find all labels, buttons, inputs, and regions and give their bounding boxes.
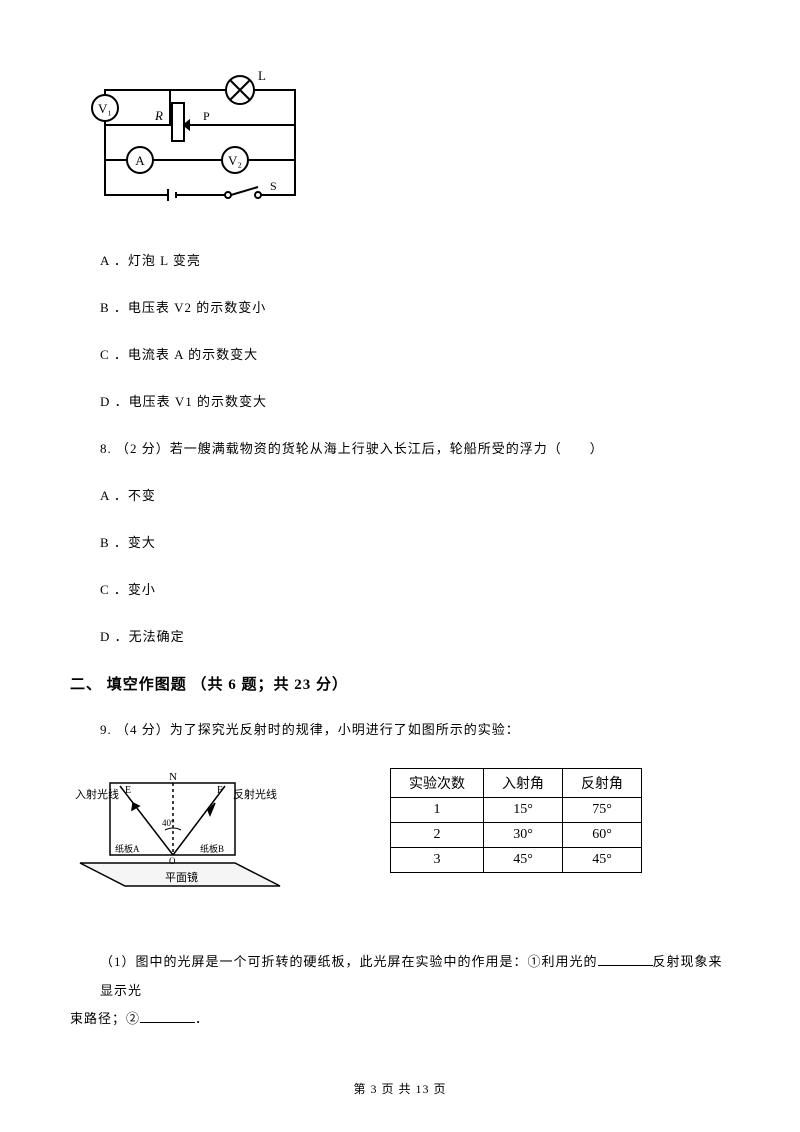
svg-text:A: A <box>135 153 145 168</box>
svg-text:P: P <box>203 109 210 123</box>
sub1-text-prefix: （1）图中的光屏是一个可折转的硬纸板，此光屏在实验中的作用是：①利用光的 <box>100 954 598 969</box>
svg-text:N: N <box>169 771 177 783</box>
blank-1 <box>598 952 653 966</box>
circuit-diagram: V₁ L R P A V₂ S <box>80 70 730 220</box>
svg-text:V₁: V₁ <box>98 101 112 116</box>
q9-text: 9. （4 分）为了探究光反射时的规律，小明进行了如图所示的实验： <box>100 719 730 738</box>
svg-text:纸板B: 纸板B <box>200 843 224 854</box>
svg-text:纸板A: 纸板A <box>115 843 140 854</box>
q7-options: A ．灯泡 L 变亮 B ．电压表 V2 的示数变小 C ．电流表 A 的示数变… <box>70 250 730 410</box>
q9-figures: 入射光线 反射光线 N E F 40° 纸板A 纸板B O 平面镜 实验次数 入… <box>70 768 730 908</box>
svg-text:平面镜: 平面镜 <box>165 870 198 884</box>
svg-text:S: S <box>270 179 277 193</box>
svg-text:入射光线: 入射光线 <box>75 787 119 801</box>
svg-text:F: F <box>217 785 223 796</box>
option-a: A ．不变 <box>100 485 730 504</box>
svg-text:E: E <box>125 785 131 796</box>
q9-sub1: （1）图中的光屏是一个可折转的硬纸板，此光屏在实验中的作用是：①利用光的反射现象… <box>100 948 730 1034</box>
table-row: 2 30° 60° <box>391 823 642 848</box>
q8-options: A ．不变 B ．变大 C ．变小 D ．无法确定 <box>70 485 730 645</box>
blank-2 <box>140 1009 195 1023</box>
table-row: 1 15° 75° <box>391 798 642 823</box>
svg-text:反射光线: 反射光线 <box>233 787 277 801</box>
option-b: B ．电压表 V2 的示数变小 <box>100 297 730 316</box>
svg-text:V₂: V₂ <box>228 153 242 168</box>
light-reflection-diagram: 入射光线 反射光线 N E F 40° 纸板A 纸板B O 平面镜 <box>70 768 290 908</box>
option-d: D ．无法确定 <box>100 626 730 645</box>
table-header: 实验次数 <box>391 769 484 798</box>
option-b: B ．变大 <box>100 532 730 551</box>
table-row: 3 45° 45° <box>391 848 642 873</box>
option-d: D ．电压表 V1 的示数变大 <box>100 391 730 410</box>
q8-text: 8. （2 分）若一艘满载物资的货轮从海上行驶入长江后，轮船所受的浮力（ ） <box>100 438 730 457</box>
svg-text:L: L <box>258 70 266 83</box>
experiment-table: 实验次数 入射角 反射角 1 15° 75° 2 30° 60° 3 45° 4… <box>390 768 642 873</box>
svg-text:R: R <box>154 108 163 123</box>
svg-text:40°: 40° <box>162 818 175 828</box>
option-c: C ．变小 <box>100 579 730 598</box>
table-header: 反射角 <box>563 769 642 798</box>
option-a: A ．灯泡 L 变亮 <box>100 250 730 269</box>
option-c: C ．电流表 A 的示数变大 <box>100 344 730 363</box>
section-2-header: 二、 填空作图题 （共 6 题；共 23 分） <box>70 673 730 694</box>
sub1-suffix: ． <box>195 1011 209 1026</box>
sub1-line2-prefix: 束路径；② <box>70 1011 140 1026</box>
page-footer: 第 3 页 共 13 页 <box>0 1080 800 1097</box>
table-header: 入射角 <box>484 769 563 798</box>
svg-text:O: O <box>169 856 176 866</box>
